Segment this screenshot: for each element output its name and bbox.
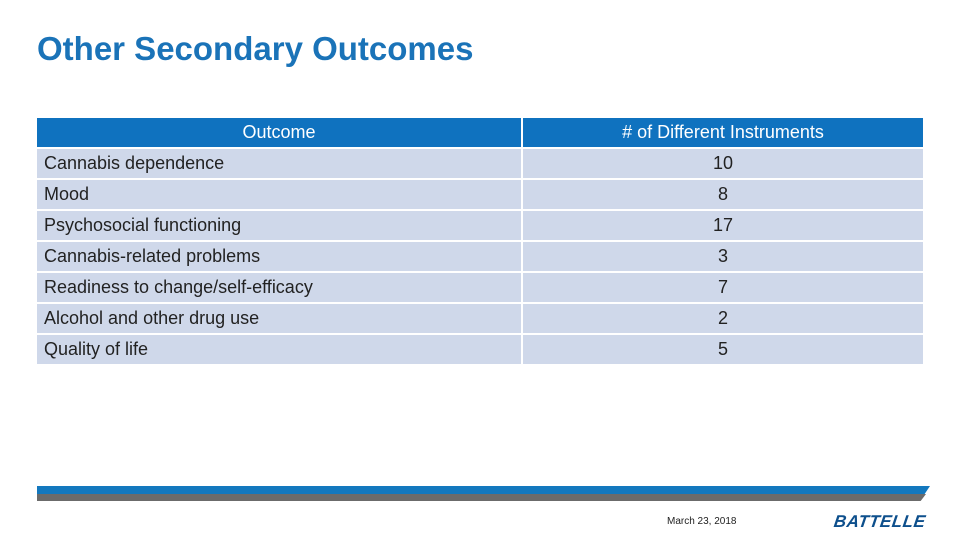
table-row: Cannabis-related problems 3 <box>37 242 923 271</box>
table-row: Cannabis dependence 10 <box>37 149 923 178</box>
table-row: Psychosocial functioning 17 <box>37 211 923 240</box>
footer-divider-bar <box>37 494 926 501</box>
footer-accent-bar <box>37 486 930 494</box>
outcome-cell: Cannabis dependence <box>37 149 521 178</box>
outcome-cell: Quality of life <box>37 335 521 364</box>
outcomes-table: Outcome # of Different Instruments Canna… <box>37 118 923 366</box>
header-instrument-count: # of Different Instruments <box>523 118 923 147</box>
count-cell: 17 <box>523 211 923 240</box>
table-header-row: Outcome # of Different Instruments <box>37 118 923 147</box>
count-cell: 3 <box>523 242 923 271</box>
outcome-cell: Mood <box>37 180 521 209</box>
count-cell: 5 <box>523 335 923 364</box>
outcome-cell: Psychosocial functioning <box>37 211 521 240</box>
outcome-cell: Alcohol and other drug use <box>37 304 521 333</box>
count-cell: 8 <box>523 180 923 209</box>
slide-title: Other Secondary Outcomes <box>37 30 474 67</box>
table-row: Mood 8 <box>37 180 923 209</box>
outcome-cell: Readiness to change/self-efficacy <box>37 273 521 302</box>
header-outcome: Outcome <box>37 118 521 147</box>
count-cell: 10 <box>523 149 923 178</box>
table-row: Alcohol and other drug use 2 <box>37 304 923 333</box>
footer-date: March 23, 2018 <box>667 516 737 527</box>
count-cell: 2 <box>523 304 923 333</box>
table-row: Readiness to change/self-efficacy 7 <box>37 273 923 302</box>
outcome-cell: Cannabis-related problems <box>37 242 521 271</box>
battelle-logo: BATTELLE <box>832 512 927 531</box>
count-cell: 7 <box>523 273 923 302</box>
table-row: Quality of life 5 <box>37 335 923 364</box>
